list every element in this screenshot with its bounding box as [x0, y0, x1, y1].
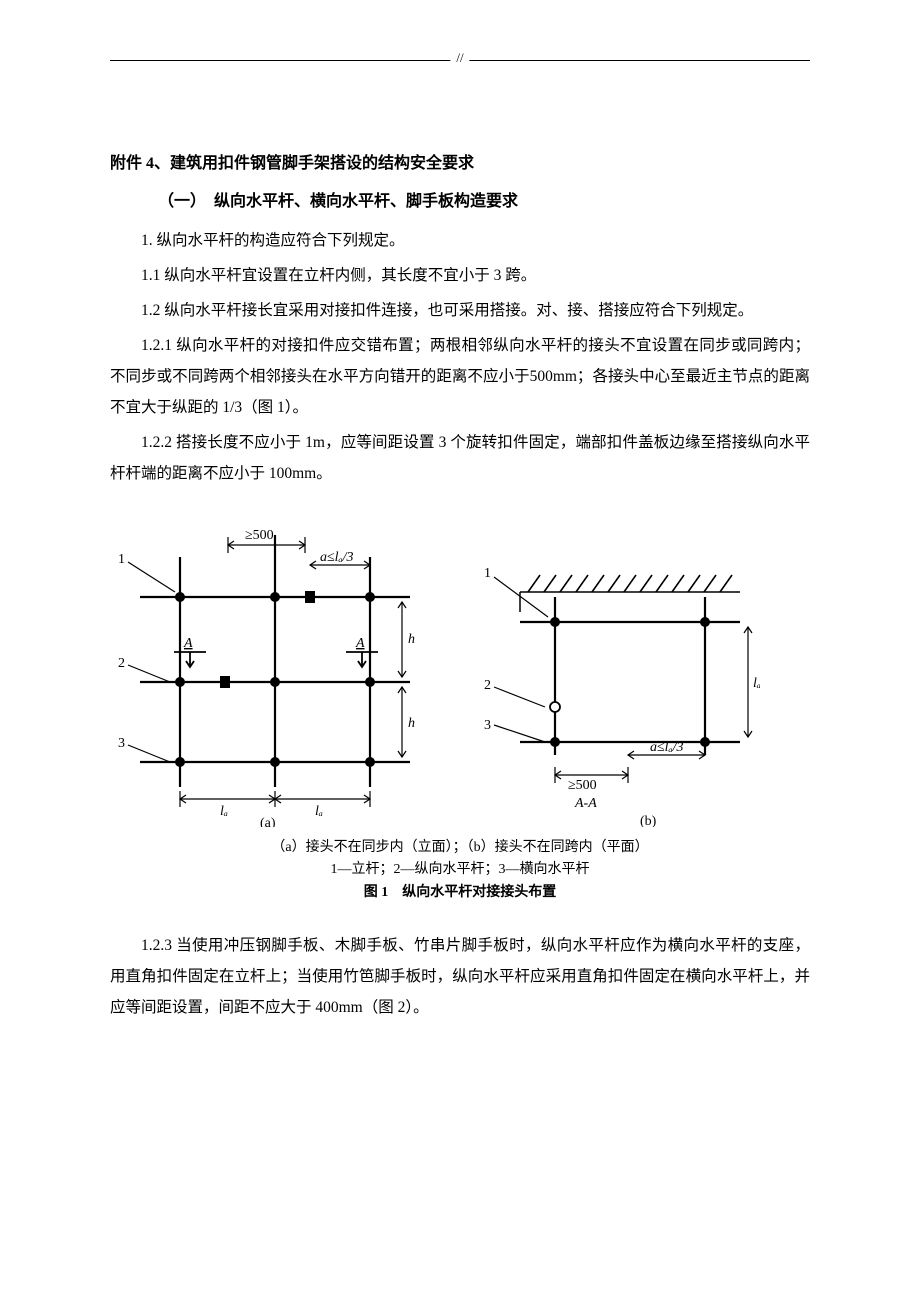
- fig1a-span2: lₐ: [315, 804, 323, 819]
- para-1-2-1: 1.2.1 纵向水平杆的对接扣件应交错布置；两根相邻纵向水平杆的接头不宜设置在同…: [110, 330, 810, 423]
- para-1-1: 1.1 纵向水平杆宜设置在立杆内侧，其长度不宜小于 3 跨。: [110, 260, 810, 291]
- figure-1-caption-line1: （a）接头不在同步内（立面）；（b）接头不在同跨内（平面）: [110, 837, 810, 859]
- figure-1-row: 1 2 3 A A ≥500 a≤lₐ/3 h h lₐ lₐ (a): [110, 507, 810, 827]
- fig1a-span1: lₐ: [220, 804, 228, 819]
- fig1b-row3: 3: [484, 718, 491, 733]
- para-1: 1. 纵向水平杆的构造应符合下列规定。: [110, 225, 810, 256]
- para-1-2-2: 1.2.2 搭接长度不应小于 1m，应等间距设置 3 个旋转扣件固定，端部扣件盖…: [110, 427, 810, 489]
- fig1a-row1: 1: [118, 552, 125, 567]
- figure-1b-diagram: 1 2 3 lₐ a≤lₐ/3 ≥500 A-A (b): [460, 537, 760, 827]
- fig1b-sub: (b): [640, 814, 657, 827]
- fig1a-h1: h: [408, 632, 415, 647]
- fig1b-la: lₐ: [753, 676, 760, 691]
- figure-1-caption-line2: 1—立杆；2—纵向水平杆；3—横向水平杆: [110, 859, 810, 881]
- fig1a-sub: (a): [260, 816, 276, 827]
- fig1b-a: a≤lₐ/3: [650, 740, 684, 755]
- fig1a-row3: 3: [118, 736, 125, 751]
- fig1b-row2: 2: [484, 678, 491, 693]
- document-page: // 附件 4、建筑用扣件钢管脚手架搭设的结构安全要求 （一） 纵向水平杆、横向…: [0, 0, 920, 1107]
- para-1-2: 1.2 纵向水平杆接长宜采用对接扣件连接，也可采用搭接。对、接、搭接应符合下列规…: [110, 295, 810, 326]
- figure-1-caption: （a）接头不在同步内（立面）；（b）接头不在同跨内（平面） 1—立杆；2—纵向水…: [110, 837, 810, 904]
- fig1a-sectA-left: A: [183, 636, 193, 651]
- fig1b-section: A-A: [574, 796, 597, 811]
- para-1-2-3: 1.2.3 当使用冲压钢脚手板、木脚手板、竹串片脚手板时，纵向水平杆应作为横向水…: [110, 930, 810, 1023]
- figure-1a-diagram: 1 2 3 A A ≥500 a≤lₐ/3 h h lₐ lₐ (a): [110, 507, 430, 827]
- header-mark: //: [450, 50, 469, 66]
- fig1b-row1: 1: [484, 566, 491, 581]
- section-heading: （一） 纵向水平杆、横向水平杆、脚手板构造要求: [158, 187, 810, 211]
- fig1a-topdim: ≥500: [245, 528, 274, 543]
- figure-1: 1 2 3 A A ≥500 a≤lₐ/3 h h lₐ lₐ (a): [110, 507, 810, 904]
- fig1b-500: ≥500: [568, 778, 597, 793]
- figure-1-caption-title: 图 1 纵向水平杆对接接头布置: [110, 882, 810, 904]
- fig1a-a-label: a≤lₐ/3: [320, 550, 354, 565]
- fig1a-h2: h: [408, 716, 415, 731]
- attachment-title: 附件 4、建筑用扣件钢管脚手架搭设的结构安全要求: [110, 149, 810, 173]
- header-rule: //: [110, 60, 810, 79]
- fig1a-row2: 2: [118, 656, 125, 671]
- fig1a-sectA-right: A: [355, 636, 365, 651]
